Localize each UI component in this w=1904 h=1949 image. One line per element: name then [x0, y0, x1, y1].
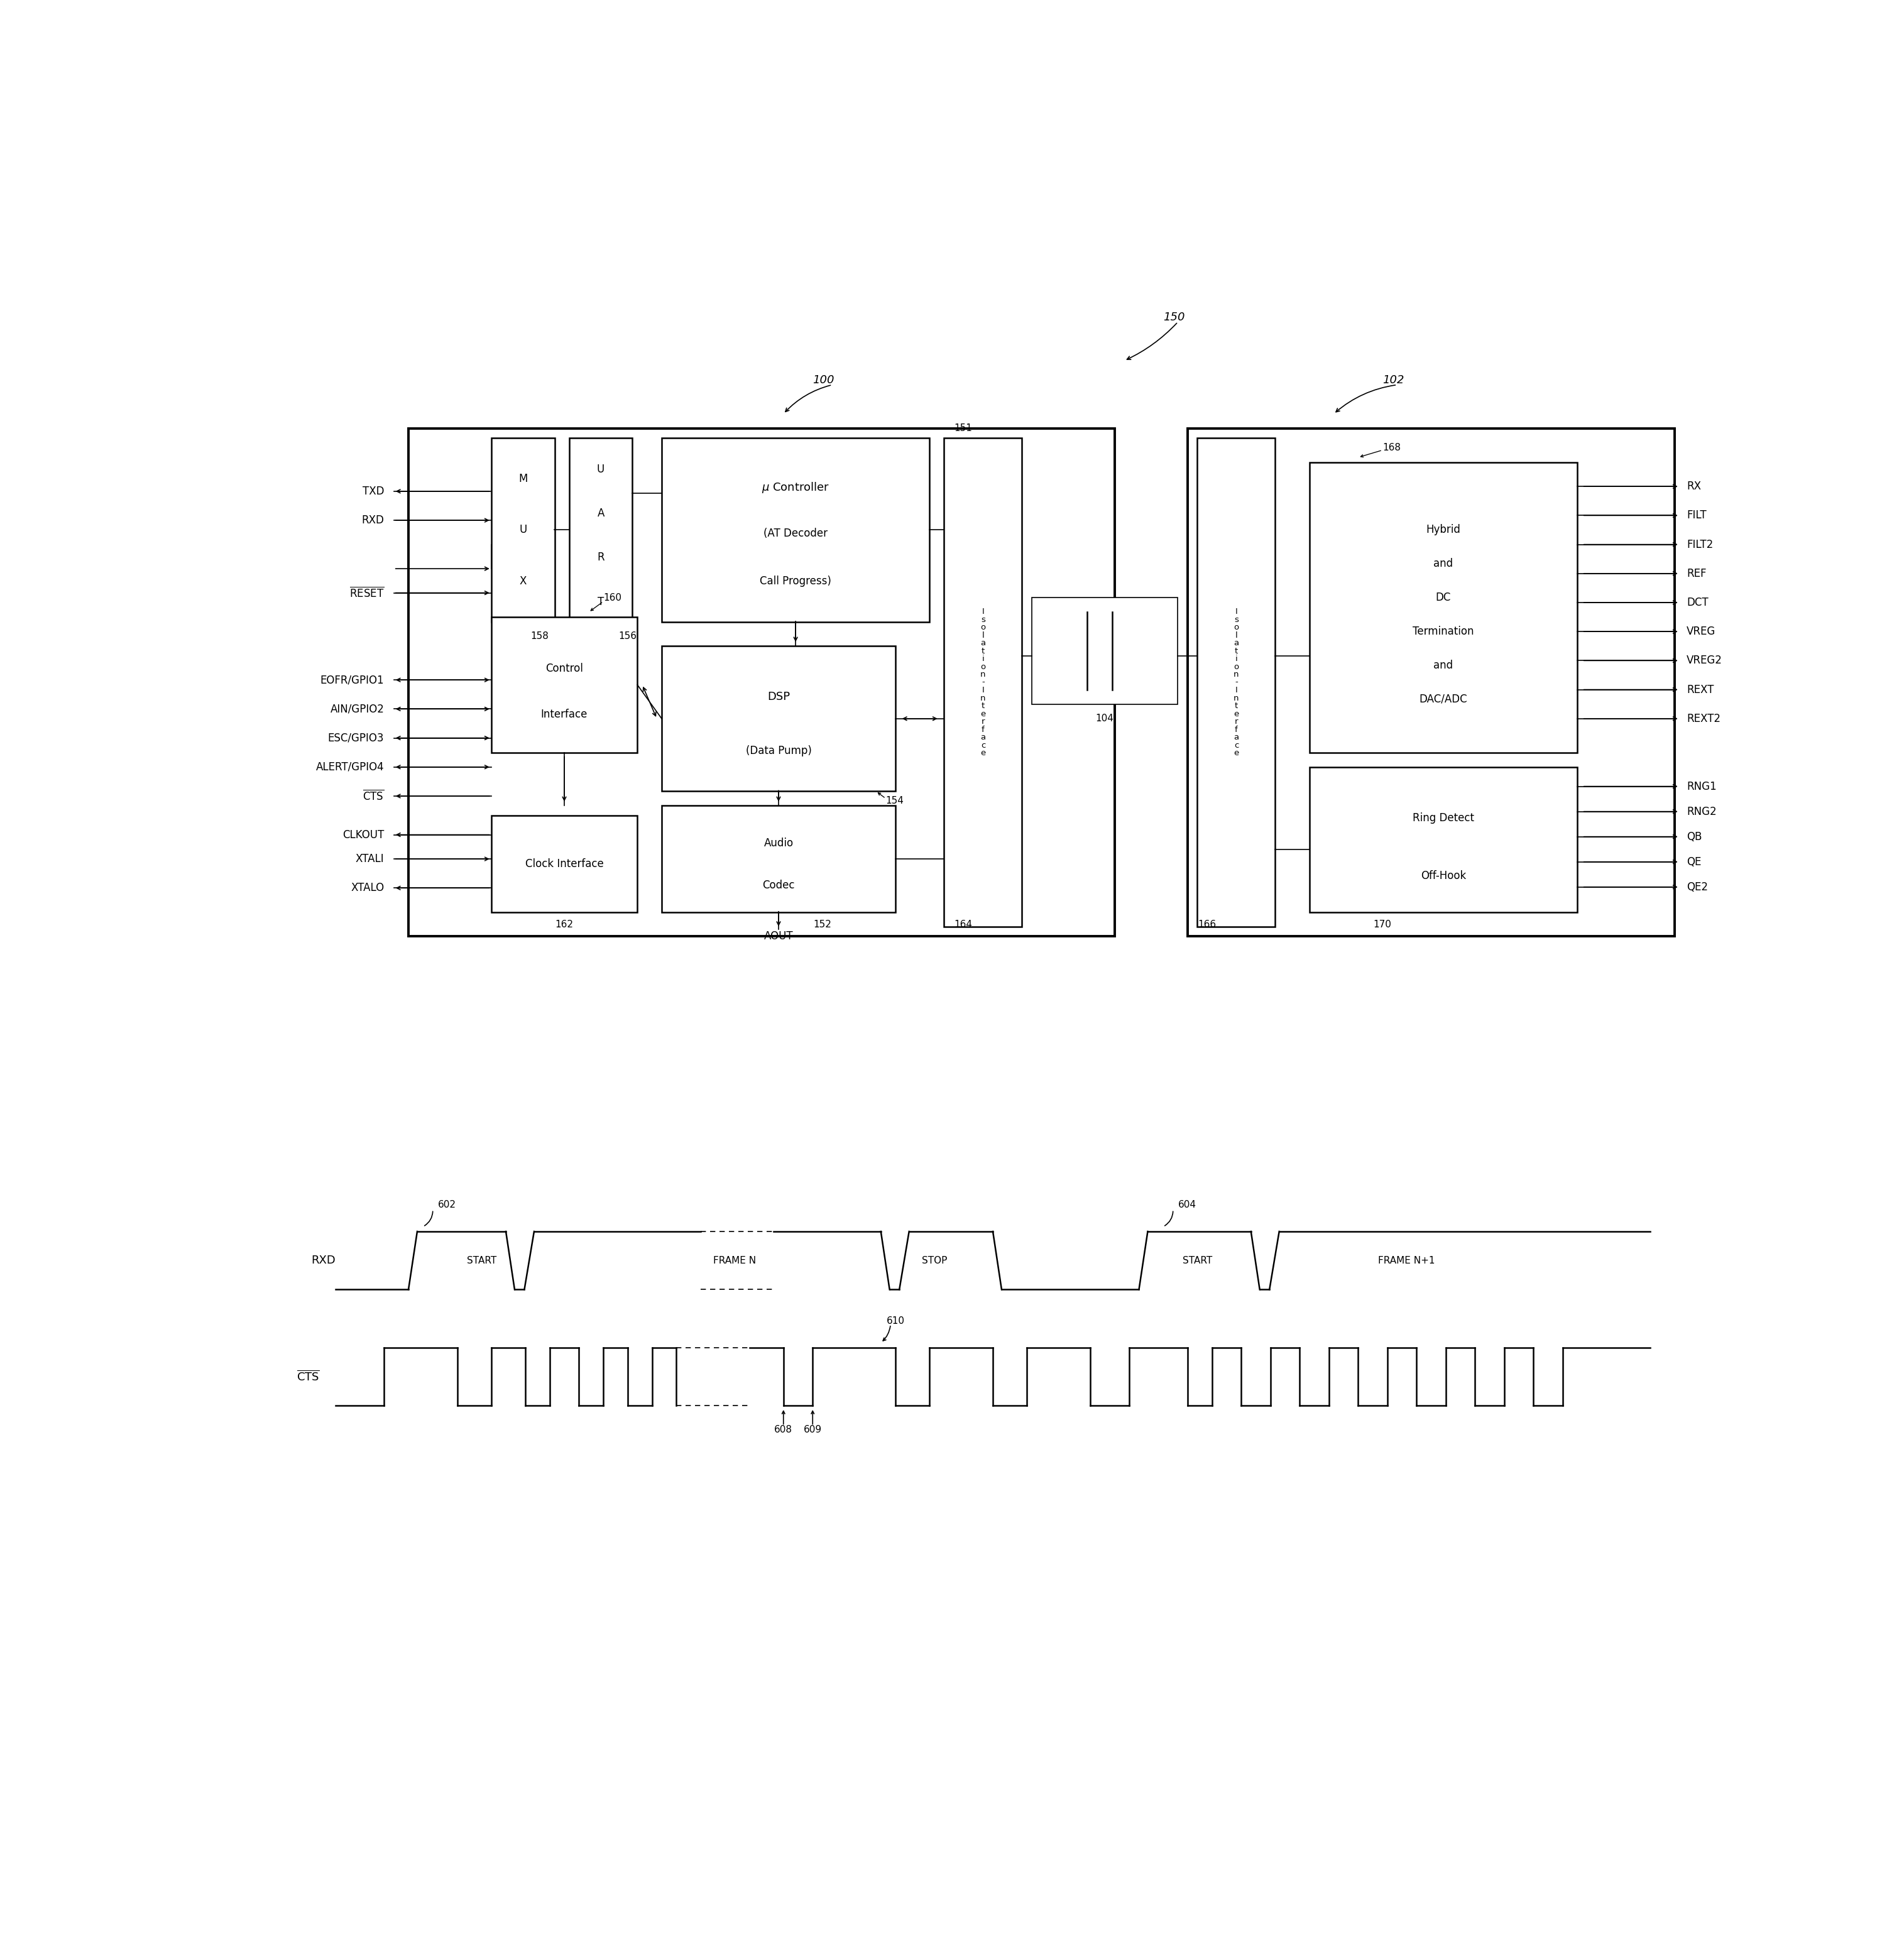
- Text: $\overline{\mathrm{CTS}}$: $\overline{\mathrm{CTS}}$: [297, 1370, 320, 1384]
- Text: START: START: [466, 1255, 497, 1265]
- Text: 156: 156: [619, 631, 636, 641]
- Text: 604: 604: [1179, 1201, 1196, 1210]
- Text: 151: 151: [954, 423, 973, 433]
- Bar: [1032, 598, 1179, 704]
- Text: Codec: Codec: [762, 879, 794, 891]
- Text: QB: QB: [1687, 830, 1702, 842]
- Bar: [1310, 768, 1577, 912]
- Text: 168: 168: [1382, 442, 1401, 452]
- Text: REXT2: REXT2: [1687, 713, 1721, 725]
- Bar: [663, 439, 929, 622]
- Text: 152: 152: [813, 920, 832, 930]
- Text: $\mu$ Controller: $\mu$ Controller: [762, 481, 830, 495]
- Bar: [1188, 429, 1676, 936]
- Text: FRAME N+1: FRAME N+1: [1378, 1255, 1436, 1265]
- Bar: [569, 439, 632, 622]
- Text: RX: RX: [1687, 481, 1702, 491]
- Text: VREG2: VREG2: [1687, 655, 1723, 667]
- Text: DAC/ADC: DAC/ADC: [1418, 694, 1468, 706]
- Text: and: and: [1434, 661, 1453, 670]
- Text: Termination: Termination: [1413, 626, 1474, 637]
- Text: 609: 609: [803, 1425, 823, 1434]
- Text: Hybrid: Hybrid: [1426, 524, 1460, 536]
- Text: 100: 100: [813, 374, 834, 386]
- Text: REXT: REXT: [1687, 684, 1714, 696]
- Text: Control: Control: [545, 663, 583, 674]
- Text: RXD: RXD: [310, 1255, 335, 1267]
- Text: REF: REF: [1687, 567, 1706, 579]
- Bar: [409, 429, 1114, 936]
- Text: Audio: Audio: [764, 838, 794, 848]
- Text: QE2: QE2: [1687, 881, 1708, 893]
- Text: 166: 166: [1198, 920, 1217, 930]
- Text: RNG1: RNG1: [1687, 782, 1717, 791]
- Text: XTALO: XTALO: [350, 883, 385, 895]
- Text: ALERT/GPIO4: ALERT/GPIO4: [316, 762, 385, 772]
- Text: $\overline{\mathrm{CTS}}$: $\overline{\mathrm{CTS}}$: [362, 789, 385, 803]
- Text: Ring Detect: Ring Detect: [1413, 813, 1474, 824]
- Text: RXD: RXD: [362, 515, 385, 526]
- Text: 104: 104: [1097, 713, 1114, 723]
- Text: U: U: [520, 524, 527, 536]
- Text: FILT2: FILT2: [1687, 538, 1714, 550]
- Text: M: M: [518, 474, 527, 483]
- Text: Off-Hook: Off-Hook: [1420, 869, 1466, 881]
- Text: I
s
o
l
a
t
i
o
n
-
I
n
t
e
r
f
a
c
e: I s o l a t i o n - I n t e r f a c e: [981, 608, 986, 756]
- Text: Clock Interface: Clock Interface: [526, 858, 604, 869]
- Text: 162: 162: [556, 920, 573, 930]
- Text: $\overline{\mathrm{RESET}}$: $\overline{\mathrm{RESET}}$: [348, 587, 385, 600]
- Text: 158: 158: [531, 631, 548, 641]
- Text: 170: 170: [1373, 920, 1392, 930]
- Text: AIN/GPIO2: AIN/GPIO2: [329, 704, 385, 715]
- Text: EOFR/GPIO1: EOFR/GPIO1: [320, 674, 385, 686]
- Text: AOUT: AOUT: [764, 932, 794, 941]
- Bar: [944, 439, 1022, 926]
- Text: DCT: DCT: [1687, 596, 1708, 608]
- Bar: [491, 618, 638, 752]
- Bar: [663, 805, 895, 912]
- Bar: [491, 815, 638, 912]
- Text: ESC/GPIO3: ESC/GPIO3: [327, 733, 385, 745]
- Text: (AT Decoder: (AT Decoder: [764, 528, 828, 540]
- Text: T: T: [598, 596, 604, 608]
- Text: 164: 164: [954, 920, 973, 930]
- Text: Call Progress): Call Progress): [760, 575, 832, 587]
- Bar: [663, 645, 895, 791]
- Bar: [1198, 439, 1276, 926]
- Text: 608: 608: [775, 1425, 792, 1434]
- Bar: [1310, 462, 1577, 752]
- Text: START: START: [1182, 1255, 1213, 1265]
- Text: 154: 154: [885, 797, 904, 805]
- Text: I
s
o
l
a
t
i
o
n
-
I
n
t
e
r
f
a
c
e: I s o l a t i o n - I n t e r f a c e: [1234, 608, 1240, 756]
- Text: X: X: [520, 575, 527, 587]
- Text: (Data Pump): (Data Pump): [746, 745, 811, 756]
- Text: DC: DC: [1436, 592, 1451, 604]
- Text: FILT: FILT: [1687, 511, 1706, 520]
- Text: 102: 102: [1382, 374, 1403, 386]
- Text: STOP: STOP: [922, 1255, 946, 1265]
- Text: 602: 602: [438, 1201, 455, 1210]
- Text: CLKOUT: CLKOUT: [343, 828, 385, 840]
- Text: VREG: VREG: [1687, 626, 1716, 637]
- Text: QE: QE: [1687, 856, 1702, 867]
- Bar: [491, 439, 554, 622]
- Text: R: R: [598, 552, 604, 563]
- Text: FRAME N: FRAME N: [714, 1255, 756, 1265]
- Text: DSP: DSP: [767, 692, 790, 702]
- Text: 610: 610: [887, 1316, 904, 1325]
- Text: TXD: TXD: [362, 485, 385, 497]
- Text: Interface: Interface: [541, 709, 588, 721]
- Text: XTALI: XTALI: [356, 854, 385, 865]
- Text: 150: 150: [1163, 312, 1184, 324]
- Text: U: U: [598, 464, 605, 476]
- Text: A: A: [598, 509, 604, 518]
- Text: RNG2: RNG2: [1687, 805, 1717, 817]
- Text: and: and: [1434, 557, 1453, 569]
- Text: 160: 160: [604, 592, 621, 602]
